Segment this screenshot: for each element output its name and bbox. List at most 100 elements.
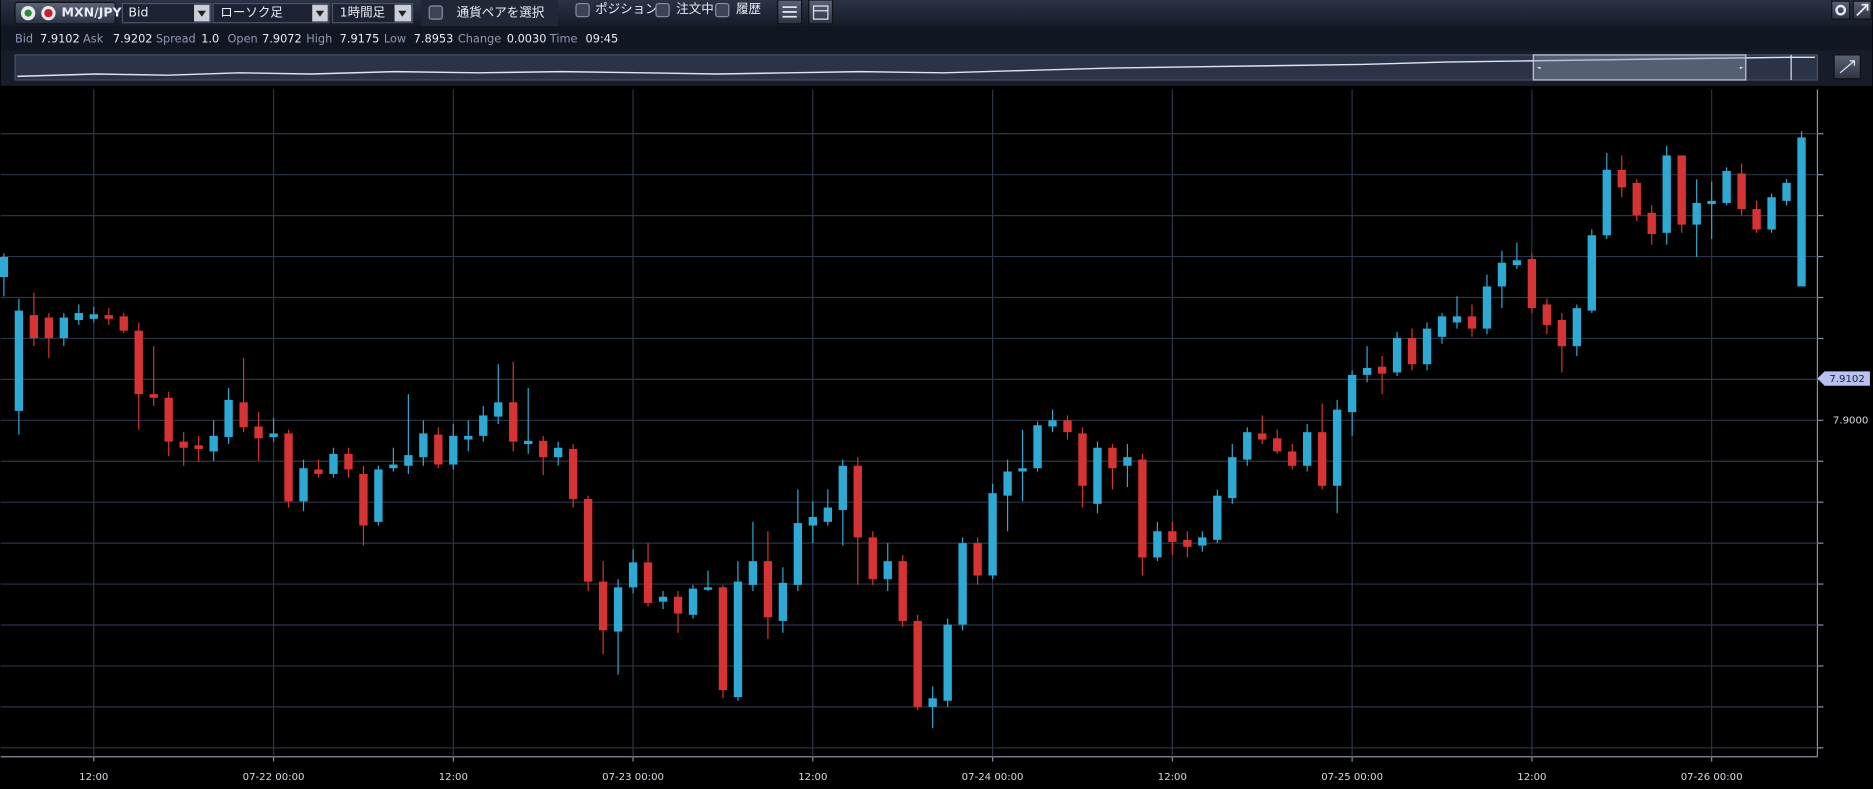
candle-body xyxy=(209,435,218,452)
settings-icon xyxy=(1835,4,1847,16)
candle-body xyxy=(284,433,293,502)
positions-label: ポジション xyxy=(595,1,658,16)
x-tick-label: 12:00 xyxy=(79,772,108,783)
candle-body xyxy=(539,440,548,458)
settings-button[interactable] xyxy=(1831,0,1851,20)
dropdown-arrow xyxy=(398,10,407,17)
candle-body xyxy=(973,543,982,576)
candle-body xyxy=(808,516,818,526)
candle-body xyxy=(793,523,803,585)
candle-body xyxy=(1347,374,1357,413)
candle-body xyxy=(509,402,518,442)
candle-body xyxy=(224,399,233,438)
x-tick-label: 07-23 00:00 xyxy=(602,772,664,783)
chart-kind-select[interactable] xyxy=(212,2,330,24)
candle-body xyxy=(269,433,278,438)
candle-body xyxy=(868,537,877,580)
candle-body xyxy=(1317,432,1327,486)
candle-body xyxy=(179,441,188,448)
candle-body xyxy=(1213,495,1222,540)
candle-body xyxy=(553,447,563,458)
candle-body xyxy=(419,433,428,458)
flag-icon xyxy=(44,8,53,18)
candle-body xyxy=(658,596,668,602)
quote-bar xyxy=(0,26,1873,51)
checkbox[interactable] xyxy=(575,2,590,18)
candle-body xyxy=(449,435,458,465)
navigator[interactable] xyxy=(14,54,1819,81)
checkbox[interactable] xyxy=(715,2,730,18)
quote-value: 7.9072 xyxy=(262,31,302,45)
candle-body xyxy=(404,455,413,466)
candle-body xyxy=(943,624,952,701)
quote-value: 1.0 xyxy=(201,31,219,45)
candle-body xyxy=(134,330,143,395)
navigator-window[interactable] xyxy=(1532,54,1747,81)
orders-label: 注文中 xyxy=(676,1,714,16)
candle-body xyxy=(1782,182,1791,201)
candle-body xyxy=(1497,262,1507,287)
candle-body xyxy=(494,402,503,417)
price-marker xyxy=(1817,371,1870,386)
quote-value: 7.9202 xyxy=(113,31,153,45)
candle-body xyxy=(1168,531,1177,542)
checkbox[interactable] xyxy=(428,5,443,20)
quote-value: 7.9102 xyxy=(40,31,80,45)
candle-body xyxy=(1737,173,1746,210)
quote-value: 09:45 xyxy=(586,31,619,45)
candle-body xyxy=(1063,420,1072,433)
candle-body xyxy=(1362,367,1372,375)
candle-body xyxy=(1692,202,1701,225)
candle-body xyxy=(59,317,69,339)
pair-button[interactable] xyxy=(14,1,116,25)
candle-body xyxy=(1677,155,1686,225)
candle-body xyxy=(299,468,308,502)
quote-label: Bid xyxy=(15,31,33,45)
y-tick-label: 7.9000 xyxy=(1833,415,1868,426)
pair-name: MXN/JPY xyxy=(62,5,123,20)
candle-body xyxy=(164,397,173,442)
x-tick-label: 12:00 xyxy=(1517,772,1546,783)
candle-body xyxy=(748,561,758,585)
candle-body xyxy=(239,402,248,428)
candle-body xyxy=(0,256,9,278)
candle-body xyxy=(89,314,98,319)
candle-body xyxy=(1198,537,1207,546)
price-type-select[interactable] xyxy=(121,2,212,24)
candle-body xyxy=(1572,308,1582,347)
candle-body xyxy=(44,317,54,339)
candle-body xyxy=(104,315,113,319)
candle-body xyxy=(1093,447,1102,504)
checkbox[interactable] xyxy=(655,2,670,18)
candle-body xyxy=(1153,531,1162,558)
price-marker-label: 7.9102 xyxy=(1829,374,1864,385)
candle-body xyxy=(898,561,907,621)
candle-body xyxy=(1422,328,1432,365)
candle-body xyxy=(254,426,263,439)
candle-body xyxy=(1797,137,1806,287)
candle-body xyxy=(329,453,338,474)
candle-body xyxy=(1557,320,1567,347)
candle-body xyxy=(1243,432,1252,460)
interval-select[interactable] xyxy=(331,2,414,24)
candle-body xyxy=(1303,432,1312,466)
quote-label: Change xyxy=(458,31,501,45)
candle-body xyxy=(1183,539,1192,547)
candle-body xyxy=(1767,197,1776,230)
grid xyxy=(0,89,1818,757)
candle-body xyxy=(314,469,323,474)
candle-body xyxy=(733,581,743,698)
x-tick-label: 07-26 00:00 xyxy=(1681,772,1743,783)
candle-body xyxy=(1228,457,1237,499)
candle-body xyxy=(1288,451,1297,466)
tool-button[interactable] xyxy=(808,0,834,25)
quote-label: Ask xyxy=(83,31,104,45)
chart-kind: ローソク足 xyxy=(220,5,283,20)
candle-body xyxy=(464,435,473,440)
candle-body xyxy=(628,562,638,588)
zoom-icon xyxy=(1839,60,1856,74)
candle-body xyxy=(1587,235,1596,311)
candle-body xyxy=(1722,170,1731,203)
candle-body xyxy=(643,562,653,603)
